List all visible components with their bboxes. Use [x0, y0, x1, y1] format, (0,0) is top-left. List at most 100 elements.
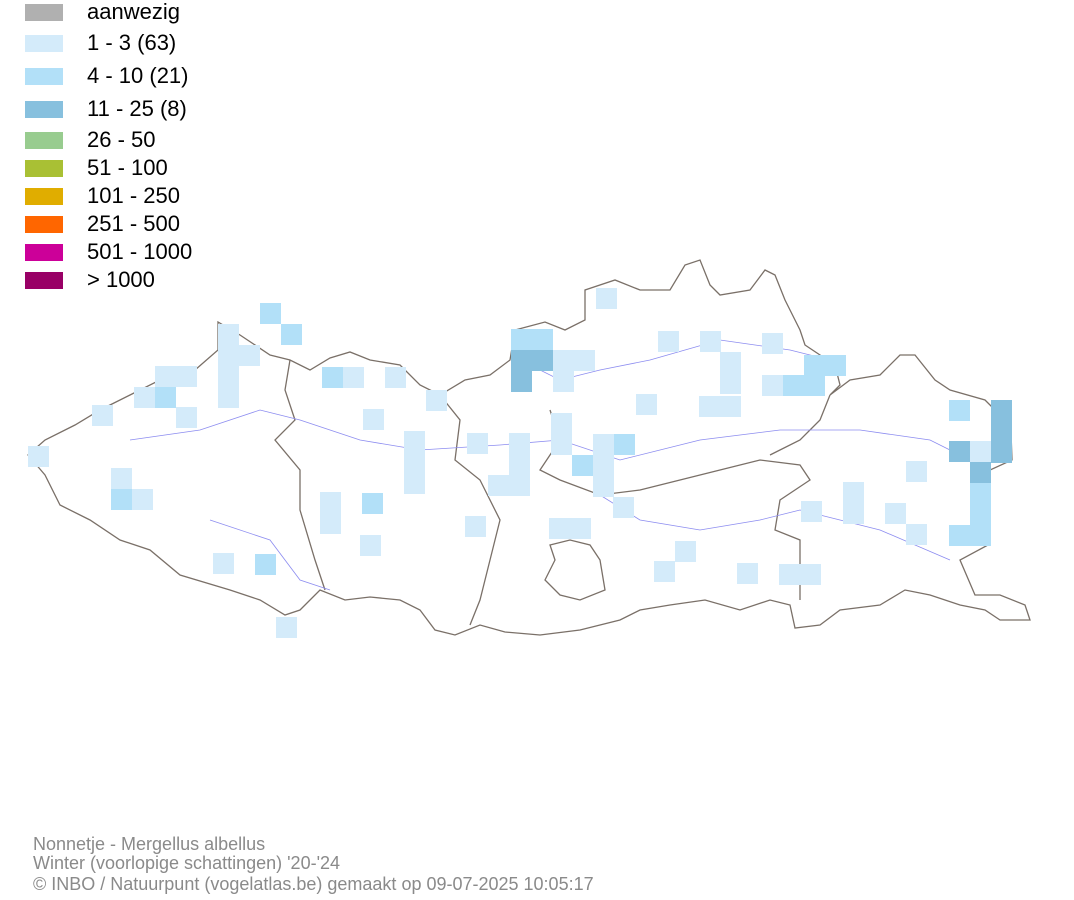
- legend-label: 1 - 3 (63): [87, 30, 176, 55]
- grid-cell: [593, 476, 614, 497]
- grid-cell: [779, 564, 800, 585]
- grid-cell: [737, 563, 758, 584]
- grid-cell: [553, 350, 574, 371]
- grid-cell: [488, 475, 509, 496]
- legend-swatch: [25, 101, 63, 118]
- legend-label: 51 - 100: [87, 155, 168, 180]
- legend-swatch: [25, 244, 63, 261]
- grid-cell: [825, 355, 846, 376]
- grid-cell: [467, 433, 488, 454]
- grid-cell: [385, 367, 406, 388]
- grid-cell: [991, 400, 1012, 421]
- grid-cell: [511, 350, 532, 371]
- grid-cell: [218, 345, 239, 366]
- grid-cell: [885, 503, 906, 524]
- grid-cell: [260, 303, 281, 324]
- grid-cell: [804, 375, 825, 396]
- grid-cell: [675, 541, 696, 562]
- grid-cell: [843, 503, 864, 524]
- legend: aanwezig 1 - 3 (63) 4 - 10 (21) 11 - 25 (8)…: [25, 0, 192, 292]
- grid-cell: [404, 473, 425, 494]
- grid-cell: [320, 492, 341, 513]
- grid-cell: [574, 350, 595, 371]
- grid-cell: [991, 421, 1012, 442]
- grid-cell: [636, 394, 657, 415]
- grid-cell: [551, 413, 572, 434]
- grid-cell: [155, 387, 176, 408]
- grid-cell: [949, 441, 970, 462]
- grid-cell: [404, 431, 425, 452]
- legend-swatch: [25, 35, 63, 52]
- legend-swatch: [25, 4, 63, 21]
- grid-cell: [218, 366, 239, 387]
- grid-cell: [570, 518, 591, 539]
- grid-cell: [596, 288, 617, 309]
- grid-cell: [132, 489, 153, 510]
- legend-swatch: [25, 160, 63, 177]
- grid-cell: [532, 350, 553, 371]
- grid-cell: [783, 375, 804, 396]
- grid-cell: [551, 434, 572, 455]
- grid-cell: [658, 331, 679, 352]
- grid-cell: [320, 513, 341, 534]
- grid-cell: [509, 475, 530, 496]
- legend-label: > 1000: [87, 267, 155, 292]
- grid-cell: [509, 433, 530, 454]
- grid-cell: [970, 504, 991, 525]
- grid-cell: [800, 564, 821, 585]
- legend-swatch: [25, 132, 63, 149]
- legend-label: 26 - 50: [87, 127, 156, 152]
- legend-label: 251 - 500: [87, 211, 180, 236]
- grid-cell: [614, 434, 635, 455]
- grid-cell: [572, 455, 593, 476]
- grid-cell: [949, 525, 970, 546]
- footer-credit: © INBO / Natuurpunt (vogelatlas.be) gema…: [33, 874, 594, 894]
- grid-cell: [700, 331, 721, 352]
- grid-cell: [949, 400, 970, 421]
- grid-cell: [970, 483, 991, 504]
- grid-cell: [804, 355, 825, 376]
- footer: Nonnetje - Mergellus albellus Winter (vo…: [33, 834, 594, 894]
- grid-cell: [276, 617, 297, 638]
- grid-cell: [906, 461, 927, 482]
- legend-label: 501 - 1000: [87, 239, 192, 264]
- grid-cell: [426, 390, 447, 411]
- footer-species: Nonnetje - Mergellus albellus: [33, 834, 265, 854]
- grid-cell: [213, 553, 234, 574]
- grid-cell: [465, 516, 486, 537]
- grid-cell: [970, 462, 991, 483]
- grid-cell: [255, 554, 276, 575]
- grid-cell: [511, 371, 532, 392]
- grid-cell: [176, 366, 197, 387]
- legend-swatch: [25, 68, 63, 85]
- grid-cell: [322, 367, 343, 388]
- grid-cell: [593, 434, 614, 455]
- grid-cell: [720, 373, 741, 394]
- grid-cell: [111, 489, 132, 510]
- legend-swatch: [25, 188, 63, 205]
- grid-cell: [843, 482, 864, 503]
- legend-label: aanwezig: [87, 0, 180, 24]
- grid-cell: [991, 442, 1012, 463]
- grid-cell: [906, 524, 927, 545]
- grid-cell: [593, 455, 614, 476]
- grid-cell: [343, 367, 364, 388]
- grid-cell: [218, 324, 239, 345]
- grid-cell: [762, 375, 783, 396]
- grid-cell: [699, 396, 720, 417]
- grid-cell: [176, 407, 197, 428]
- grid-cell: [511, 329, 532, 350]
- grid-cell: [654, 561, 675, 582]
- grid-cell: [509, 454, 530, 475]
- grid-cell: [970, 441, 991, 462]
- grid-cell: [218, 387, 239, 408]
- legend-swatch: [25, 272, 63, 289]
- grid-cell: [362, 493, 383, 514]
- grid-cell: [613, 497, 634, 518]
- legend-label: 4 - 10 (21): [87, 63, 189, 88]
- grid-cell: [363, 409, 384, 430]
- legend-label: 101 - 250: [87, 183, 180, 208]
- grid-cell: [720, 352, 741, 373]
- grid-cell: [970, 525, 991, 546]
